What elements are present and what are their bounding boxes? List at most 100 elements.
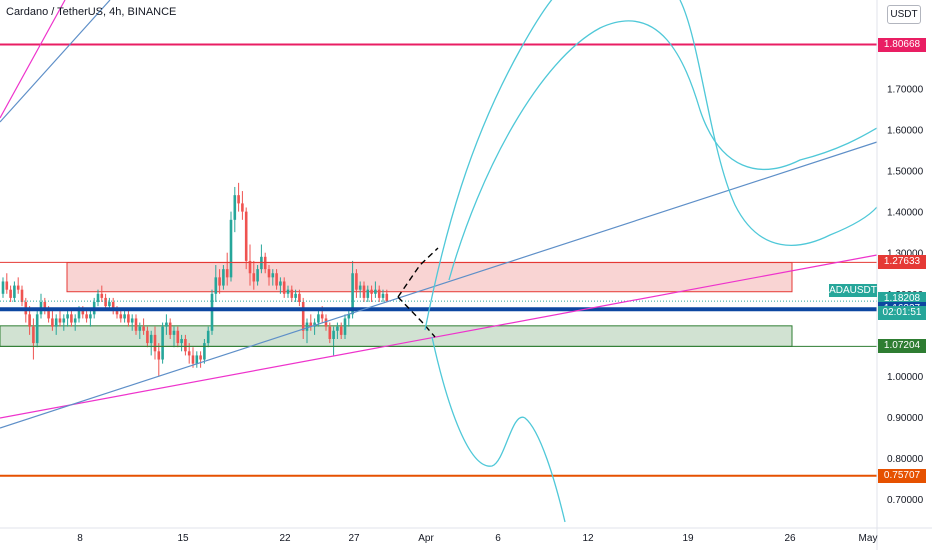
candle-body [1,281,5,294]
pink-trendline [0,254,878,419]
candle-body [142,326,145,331]
candle-body [351,273,354,315]
candle-body [123,314,126,319]
candle-body [381,293,385,298]
candle-body [385,293,389,302]
candle-body [20,289,24,303]
candle-body [32,326,35,344]
candle-body [214,277,218,294]
candle-body [218,277,221,286]
candle-body [233,195,237,220]
candle-body [119,314,123,319]
candle-body [5,281,9,290]
candle-body [54,318,58,327]
candle-body [77,310,81,319]
chart-title: Cardano / TetherUS, 4h, BINANCE [6,6,177,18]
drawings-layer [0,0,878,523]
candle-body [267,269,271,278]
candle-body [81,310,85,315]
candle-body [370,289,373,294]
x-tick-label: 8 [77,533,83,544]
candle-body [313,322,316,327]
candle-body [161,326,164,360]
candle-body [355,273,358,290]
candle-body [73,318,77,323]
price-tag-1.27633: 1.27633 [878,255,926,270]
candle-body [85,314,88,319]
candle-body [336,326,339,331]
y-tick-label: 1.50000 [887,167,924,178]
candle-body [206,330,210,344]
countdown-tag: 02:01:51 [878,306,926,321]
price-tag-0.75707: 0.75707 [878,468,926,483]
y-tick-label: 1.40000 [887,208,924,219]
x-tick-label: 12 [582,533,594,544]
candle-body [305,322,309,331]
candle-body [146,330,149,344]
candle-body [317,314,320,323]
y-tick-label: 0.90000 [887,413,924,424]
candle-body [134,318,138,331]
x-tick-label: Apr [418,533,434,544]
candle-body [260,256,263,270]
y-tick-label: 0.80000 [887,454,924,465]
candles-layer [1,182,389,376]
candle-body [47,310,50,319]
candle-body [153,334,157,352]
candle-body [301,302,305,331]
candle-body [222,269,225,286]
candle-body [58,318,62,323]
y-tick-label: 1.00000 [887,372,924,383]
candle-body [89,314,92,319]
candle-body [225,269,229,278]
x-tick-label: May [859,533,878,544]
candle-body [366,289,370,298]
y-tick-label: 0.70000 [887,495,924,506]
candle-body [172,330,176,335]
candle-body [184,338,187,352]
candle-body [62,318,66,323]
price-tag-1.07204: 1.07204 [878,339,926,354]
blue-upper-line [0,0,111,123]
candle-body [127,314,130,323]
curve-down [431,336,566,523]
x-tick-label: 26 [784,533,796,544]
candle-body [343,318,347,335]
candle-body [16,285,20,290]
candle-body [275,273,278,286]
candle-body [237,195,240,204]
candle-body [324,318,328,327]
x-tick-label: 19 [682,533,694,544]
candle-body [104,297,107,307]
resistance-zone [66,262,793,293]
candle-body [199,355,202,360]
candle-body [377,289,381,298]
candle-body [70,314,73,323]
candle-body [157,351,161,360]
curve-right [679,0,878,246]
candle-body [256,269,259,282]
candle-body [290,289,294,298]
candle-body [115,310,119,315]
x-tick-label: 27 [348,533,360,544]
candle-body [320,314,324,319]
candle-body [282,281,286,294]
curve-up-left [424,0,553,331]
candle-body [138,326,142,331]
candle-body [339,326,343,335]
candle-body [13,285,16,298]
candle-body [100,293,104,298]
currency-button[interactable]: USDT [887,5,921,24]
candle-body [309,322,313,327]
symbol-tag: ADAUSDT [829,284,877,297]
candle-body [28,314,31,327]
candle-body [229,219,233,278]
candle-body [149,334,153,344]
candle-body [248,260,252,274]
candle-body [43,302,47,311]
x-tick-label: 6 [495,533,501,544]
candle-body [294,293,297,298]
y-tick-label: 1.70000 [887,84,924,95]
candle-body [111,302,115,311]
